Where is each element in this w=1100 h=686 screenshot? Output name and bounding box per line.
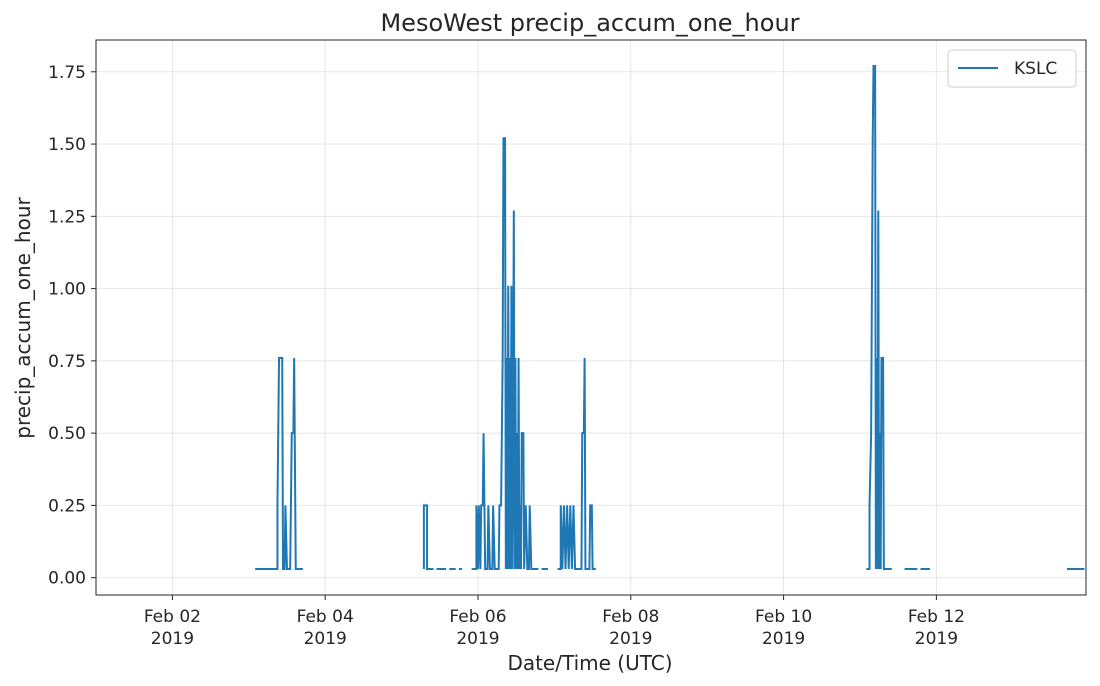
x-tick-label: Feb 08 2019 [602,607,659,649]
y-tick-label: 0.25 [48,496,86,516]
chart-title: MesoWest precip_accum_one_hour [380,9,799,37]
x-tick-label: Feb 10 2019 [755,607,812,649]
series-line-kslc [255,356,303,570]
y-tick-label: 1.75 [48,63,86,83]
y-tick-label: 1.50 [48,135,86,155]
y-tick-label: 0.00 [48,569,86,589]
y-tick-label: 1.00 [48,280,86,300]
x-tick-label: Feb 04 2019 [297,607,354,649]
y-axis: 0.00 0.25 0.50 0.75 1.00 1.25 1.50 1.75 [48,63,96,589]
series-line-kslc [422,504,434,570]
plot-frame [95,39,1087,596]
y-tick-label: 0.75 [48,352,86,372]
y-axis-title: precip_accum_one_hour [11,196,35,438]
x-tick-label: Feb 12 2019 [908,607,965,649]
legend-label-kslc: KSLC [1014,59,1057,79]
y-tick-label: 1.25 [48,207,86,227]
x-tick-label: Feb 06 2019 [449,607,506,649]
grid [96,40,1086,595]
x-axis-title: Date/Time (UTC) [507,651,672,675]
series-line-kslc [471,137,539,570]
series-line-kslc [557,357,596,570]
x-axis: Feb 02 2019 Feb 04 2019 Feb 06 2019 Feb 08 2019… [144,595,965,649]
legend: KSLC [947,49,1077,88]
series-layer [255,65,1085,570]
x-tick-label: Feb 02 2019 [144,607,201,649]
y-tick-label: 0.50 [48,424,86,444]
series-line-kslc [866,65,892,570]
legend-box [947,49,1077,88]
